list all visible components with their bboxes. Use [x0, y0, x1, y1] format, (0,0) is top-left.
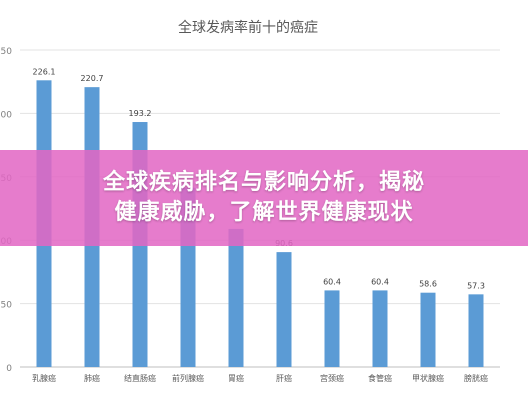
bar-value-label: 220.7 [81, 74, 104, 83]
x-tick-label: 肝癌 [276, 373, 292, 383]
x-tick-label: 甲状腺癌 [412, 373, 444, 383]
x-tick-label: 结直肠癌 [124, 373, 156, 383]
x-tick-label: 食管癌 [368, 373, 392, 383]
bar-value-label: 57.3 [467, 281, 485, 290]
x-tick-label: 前列腺癌 [172, 373, 204, 383]
bar [276, 252, 292, 367]
bar [324, 290, 340, 367]
x-axis-ticks: 乳腺癌 肺癌 结直肠癌 前列腺癌 胃癌 肝癌 宫颈癌 食管癌 甲状腺癌 膀胱癌 [32, 373, 488, 383]
y-tick-label: 50 [1, 301, 13, 311]
y-tick-label: 200 [0, 110, 12, 120]
x-tick-label: 宫颈癌 [320, 373, 344, 383]
bar-value-label: 60.4 [323, 277, 341, 286]
x-tick-label: 胃癌 [228, 373, 244, 383]
x-tick-label: 膀胱癌 [464, 373, 488, 383]
bar [228, 228, 244, 367]
overlay-headline-line-2: 健康威胁，了解世界健康现状 [114, 200, 414, 225]
y-tick-label: 0 [6, 364, 12, 374]
bar-value-label: 60.4 [371, 277, 389, 286]
bar-value-label: 193.2 [129, 109, 152, 118]
chart-title: 全球发病率前十的癌症 [178, 19, 318, 36]
bar [372, 290, 388, 367]
x-tick-label: 乳腺癌 [32, 373, 56, 383]
title-overlay-banner: 全球疾病排名与影响分析，揭秘 健康威胁，了解世界健康现状 [0, 150, 528, 246]
y-tick-label: 250 [0, 47, 12, 57]
bar-value-label: 58.6 [419, 280, 437, 289]
x-tick-label: 肺癌 [84, 373, 100, 383]
bar [468, 294, 484, 367]
bar [420, 292, 436, 367]
overlay-headline-line-1: 全球疾病排名与影响分析，揭秘 [102, 170, 425, 195]
bar-value-label: 226.1 [33, 67, 56, 76]
